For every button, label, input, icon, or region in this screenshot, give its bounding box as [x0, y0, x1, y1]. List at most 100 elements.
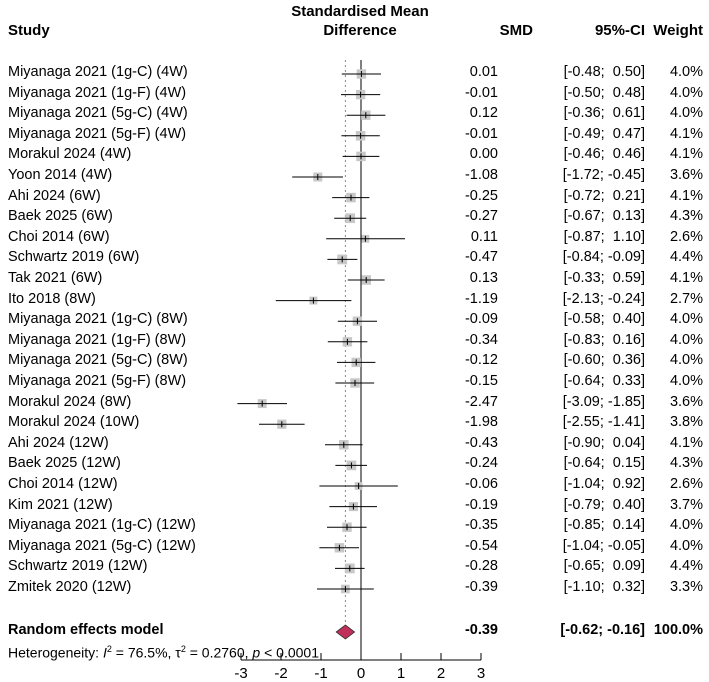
weight-value: 4.0% [669, 105, 703, 122]
header-study: Study [8, 22, 50, 39]
study-label: Ahi 2024 (12W) [8, 434, 109, 451]
table-row: Miyanaga 2021 (1g-C) (12W) -0.35 [-0.85; 0… [0, 517, 709, 537]
ci-value: [-0.65; 0.09] [563, 558, 645, 575]
ci-value: [-0.83; 0.16] [563, 331, 645, 348]
ci-value: [-1.10; 0.32] [563, 579, 645, 595]
heterogeneity-text: Heterogeneity: I2 = 76.5%, τ2 = 0.2760, … [8, 644, 319, 661]
study-label: Miyanaga 2021 (1g-C) (4W) [8, 64, 188, 80]
ci-value: [-0.36; 0.61] [563, 105, 645, 122]
weight-value: 4.4% [669, 558, 703, 575]
x-tick-label: 2 [437, 665, 445, 682]
smd-value: -0.15 [464, 373, 498, 389]
heterogeneity-prefix: Heterogeneity: [8, 644, 103, 661]
smd-value: 0.00 [469, 146, 498, 163]
pooled-label: Random effects model [8, 622, 164, 638]
i2-sup: 2 [106, 644, 112, 654]
study-label: Miyanaga 2021 (5g-C) (8W) [8, 352, 188, 369]
smd-value: -0.19 [464, 496, 498, 513]
weight-value: 4.1% [669, 270, 703, 286]
ci-value: [-0.90; 0.04] [563, 434, 645, 451]
study-label: Schwartz 2019 (6W) [8, 249, 140, 266]
weight-value: 4.0% [669, 537, 703, 554]
ci-value: [-1.72; -0.45] [562, 167, 645, 183]
ci-value: [-0.79; 0.40] [563, 496, 645, 513]
study-label: Miyanaga 2021 (1g-C) (12W) [8, 517, 196, 534]
study-label: Choi 2014 (6W) [8, 228, 110, 245]
weight-value: 4.4% [669, 249, 703, 266]
ci-value: [-2.55; -1.41] [562, 414, 645, 431]
pooled-row: Random effects model -0.39 [-0.62; -0.16] 1… [0, 622, 709, 642]
weight-value: 3.6% [669, 167, 703, 183]
ci-value: [-0.33; 0.59] [563, 270, 645, 286]
weight-value: 3.6% [669, 393, 703, 410]
ci-value: [-1.04; 0.92] [563, 476, 645, 492]
table-row: Tak 2021 (6W) 0.13 [-0.33; 0.59] 4.1% [0, 270, 709, 290]
smd-value: 0.12 [469, 105, 498, 122]
header-effect-line2: Difference [323, 22, 397, 39]
ci-value: [-0.64; 0.15] [563, 455, 645, 472]
ci-value: [-0.67; 0.13] [563, 208, 645, 225]
x-tick-label: 3 [477, 665, 485, 682]
table-row: Miyanaga 2021 (5g-C) (8W) -0.12 [-0.60; 0.… [0, 352, 709, 372]
ci-value: [-0.58; 0.40] [563, 311, 645, 328]
ci-value: [-0.49; 0.47] [563, 125, 645, 142]
smd-value: -1.98 [464, 414, 498, 431]
study-label: Schwartz 2019 (12W) [8, 558, 148, 575]
weight-value: 4.0% [669, 311, 703, 328]
weight-value: 4.0% [669, 517, 703, 534]
smd-value: -0.01 [464, 84, 498, 101]
smd-value: -2.47 [464, 393, 498, 410]
pooled-smd: -0.39 [464, 622, 498, 638]
p-symbol: p [252, 644, 261, 661]
study-label: Choi 2014 (12W) [8, 476, 118, 492]
ci-value: [-0.60; 0.36] [563, 352, 645, 369]
header-smd: SMD [499, 22, 533, 39]
smd-value: -0.01 [464, 125, 498, 142]
weight-value: 4.0% [669, 373, 703, 389]
smd-value: -0.39 [464, 579, 498, 595]
weight-value: 3.3% [669, 579, 703, 595]
study-label: Miyanaga 2021 (1g-C) (8W) [8, 311, 188, 328]
x-tick-label: 0 [357, 665, 365, 682]
smd-value: -0.34 [464, 331, 498, 348]
study-label: Morakul 2024 (4W) [8, 146, 132, 163]
smd-value: 0.01 [469, 64, 498, 80]
weight-value: 4.0% [669, 64, 703, 80]
tau2-value: = 0.2760, [185, 644, 253, 661]
weight-value: 4.3% [669, 208, 703, 225]
table-row: Miyanaga 2021 (5g-C) (12W) -0.54 [-1.04; -… [0, 538, 709, 558]
pooled-ci: [-0.62; -0.16] [560, 622, 645, 638]
study-label: Baek 2025 (12W) [8, 455, 121, 472]
study-label: Miyanaga 2021 (1g-F) (4W) [8, 84, 187, 101]
x-tick-label: -1 [314, 665, 327, 682]
weight-value: 3.7% [669, 496, 703, 513]
table-row: Miyanaga 2021 (1g-F) (4W) -0.01 [-0.50; 0.… [0, 85, 709, 105]
study-label: Ahi 2024 (6W) [8, 187, 101, 204]
table-row: Morakul 2024 (4W) 0.00 [-0.46; 0.46] 4.1% [0, 146, 709, 166]
ci-value: [-0.72; 0.21] [563, 187, 645, 204]
smd-value: -0.12 [464, 352, 498, 369]
smd-value: -0.43 [464, 434, 498, 451]
table-row: Miyanaga 2021 (1g-C) (8W) -0.09 [-0.58; 0.… [0, 311, 709, 331]
smd-value: -0.35 [464, 517, 498, 534]
smd-value: 0.11 [470, 228, 498, 245]
table-row: Ahi 2024 (6W) -0.25 [-0.72; 0.21] 4.1% [0, 188, 709, 208]
table-row: Morakul 2024 (8W) -2.47 [-3.09; -1.85] 3.6% [0, 394, 709, 414]
study-label: Zmitek 2020 (12W) [8, 579, 132, 595]
table-row: Baek 2025 (12W) -0.24 [-0.64; 0.15] 4.3% [0, 455, 709, 475]
table-row: Ahi 2024 (12W) -0.43 [-0.90; 0.04] 4.1% [0, 435, 709, 455]
weight-value: 4.1% [669, 125, 703, 142]
smd-value: -0.28 [464, 558, 498, 575]
ci-value: [-3.09; -1.85] [562, 393, 645, 410]
study-label: Miyanaga 2021 (5g-F) (8W) [8, 373, 187, 389]
ci-value: [-0.84; -0.09] [562, 249, 645, 266]
weight-value: 4.0% [669, 84, 703, 101]
x-tick-label: -2 [274, 665, 287, 682]
study-label: Miyanaga 2021 (5g-C) (12W) [8, 537, 196, 554]
ci-value: [-0.87; 1.10] [563, 228, 645, 245]
weight-value: 4.1% [669, 187, 703, 204]
weight-value: 4.0% [669, 331, 703, 348]
table-row: Miyanaga 2021 (1g-C) (4W) 0.01 [-0.48; 0.5… [0, 64, 709, 84]
table-row: Ito 2018 (8W) -1.19 [-2.13; -0.24] 2.7% [0, 291, 709, 311]
